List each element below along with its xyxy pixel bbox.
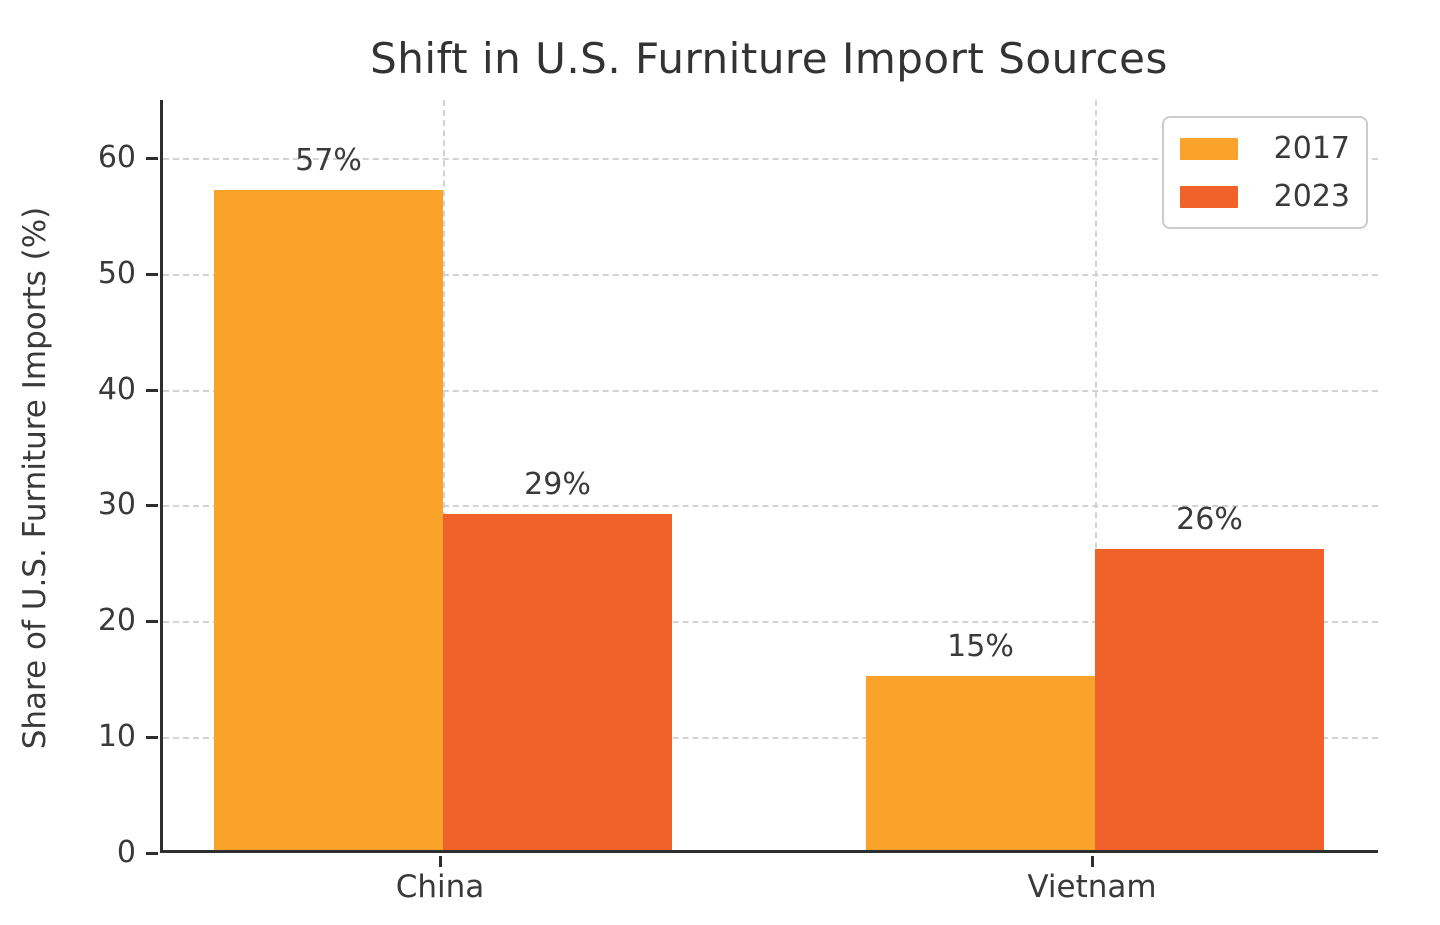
y-tick-mark-30 xyxy=(146,504,158,507)
bar-vietnam-2017 xyxy=(866,676,1095,850)
bar-value-label-china-2023: 29% xyxy=(524,467,591,502)
bar-china-2017 xyxy=(214,190,443,850)
legend-item-2017: 2017 xyxy=(1180,131,1350,166)
plot-area: 57% 15% 29% 26% xyxy=(160,100,1378,853)
x-tick-label-vietnam: Vietnam xyxy=(1027,869,1157,905)
y-tick-label-0: 0 xyxy=(116,835,136,870)
horizontal-gridline-30 xyxy=(163,505,1378,507)
vertical-gridline-vietnam xyxy=(1095,100,1097,850)
legend: 2017 2023 xyxy=(1162,116,1368,229)
horizontal-gridline-20 xyxy=(163,621,1378,623)
y-tick-label-10: 10 xyxy=(97,719,136,754)
y-tick-mark-20 xyxy=(146,620,158,623)
y-tick-mark-40 xyxy=(146,389,158,392)
y-tick-mark-10 xyxy=(146,736,158,739)
vertical-gridline-china xyxy=(443,100,445,850)
horizontal-gridline-60 xyxy=(163,158,1378,160)
y-tick-label-50: 50 xyxy=(97,256,136,291)
legend-swatch-2017 xyxy=(1180,137,1238,160)
y-tick-label-20: 20 xyxy=(97,603,136,638)
y-tick-mark-50 xyxy=(146,273,158,276)
y-tick-mark-0 xyxy=(146,852,158,855)
y-tick-mark-60 xyxy=(146,157,158,160)
bar-value-label-china-2017: 57% xyxy=(295,143,362,178)
horizontal-gridline-40 xyxy=(163,390,1378,392)
legend-label-2017: 2017 xyxy=(1273,131,1350,166)
horizontal-gridline-50 xyxy=(163,274,1378,276)
horizontal-gridline-10 xyxy=(163,737,1378,739)
legend-item-2023: 2023 xyxy=(1180,179,1350,214)
x-tick-label-china: China xyxy=(395,869,485,905)
bar-vietnam-2023 xyxy=(1095,549,1324,850)
x-tick-mark-vietnam xyxy=(1091,856,1094,867)
chart-title: Shift in U.S. Furniture Import Sources xyxy=(370,34,1168,83)
bar-value-label-vietnam-2017: 15% xyxy=(947,629,1014,664)
bar-value-label-vietnam-2023: 26% xyxy=(1176,502,1243,537)
y-axis-label: Share of U.S. Furniture Imports (%) xyxy=(17,206,53,750)
legend-swatch-2023 xyxy=(1180,185,1238,208)
legend-label-2023: 2023 xyxy=(1273,179,1350,214)
y-tick-label-30: 30 xyxy=(97,487,136,522)
bar-china-2023 xyxy=(443,514,672,850)
y-tick-label-60: 60 xyxy=(97,140,136,175)
x-tick-mark-china xyxy=(439,856,442,867)
y-tick-label-40: 40 xyxy=(97,372,136,407)
